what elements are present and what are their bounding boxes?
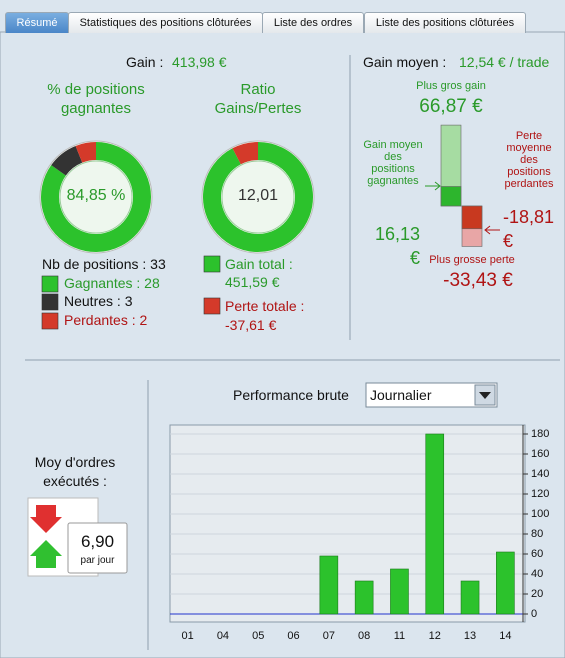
gain-label: Gain : xyxy=(126,54,164,70)
x-tick-label: 11 xyxy=(394,630,405,642)
tab[interactable]: Liste des positions clôturées xyxy=(364,12,526,33)
tab[interactable]: Résumé xyxy=(5,12,69,33)
y-tick-label: 40 xyxy=(531,568,543,580)
bar xyxy=(425,433,445,615)
y-tick-label: 80 xyxy=(531,528,543,540)
up-arrow-icon xyxy=(30,540,62,568)
y-tick-label: 20 xyxy=(531,588,543,600)
x-tick-label: 07 xyxy=(323,630,335,642)
legend-label: Gagnantes : 28 xyxy=(64,275,160,291)
dropdown-value[interactable]: Journalier xyxy=(370,387,432,403)
bar xyxy=(354,580,374,615)
legend-value: 28 xyxy=(144,275,160,291)
legend-name: Perdantes : xyxy=(64,312,136,328)
legend-value: -37,61 € xyxy=(225,317,277,333)
donut-slice xyxy=(232,142,259,165)
pointer-arrow xyxy=(425,181,441,191)
value-label: 66,87 € xyxy=(419,96,483,117)
donut-slice xyxy=(203,142,313,252)
legend-value: 451,59 € xyxy=(225,274,280,290)
donut-slice xyxy=(51,145,83,176)
pie-title: % de positions gagnantes xyxy=(47,81,145,117)
donut-center xyxy=(221,160,295,234)
legend-label: Perdantes : 2 xyxy=(64,312,147,328)
donut-slice xyxy=(75,142,97,163)
range-bar xyxy=(440,186,462,207)
x-tick-label: 14 xyxy=(499,630,511,642)
pie-center: 12,01 xyxy=(237,187,279,204)
bar xyxy=(319,555,339,615)
bar xyxy=(390,568,409,615)
orders-box xyxy=(67,522,128,574)
pie-center: 84,85 % xyxy=(66,187,126,204)
legend-value: 2 xyxy=(139,312,148,328)
avg-value: 12,54 € / trade xyxy=(459,54,550,70)
y-tick-label: 140 xyxy=(531,468,549,480)
orders-unit: par jour xyxy=(80,555,115,566)
orders-value: 6,90 xyxy=(80,532,115,551)
bar xyxy=(460,580,480,615)
x-tick-label: 12 xyxy=(429,630,441,642)
tab[interactable]: Statistiques des positions clôturées xyxy=(68,12,263,33)
bar-label: Plus grosse perte xyxy=(429,254,515,266)
y-tick-label: 0 xyxy=(531,608,537,620)
legend-swatch xyxy=(203,255,221,273)
value-label: -18,81 € xyxy=(503,207,555,251)
x-tick-label: 06 xyxy=(287,630,299,642)
y-tick-label: 60 xyxy=(531,548,543,560)
tab[interactable]: Liste des ordres xyxy=(262,12,364,33)
y-tick-label: 180 xyxy=(531,428,549,440)
dropdown-arrow xyxy=(479,392,491,399)
legend-name: Perte totale : xyxy=(225,298,305,314)
range-bar xyxy=(461,205,483,230)
legend-label: Neutres : 3 xyxy=(64,293,133,309)
x-tick-label: 04 xyxy=(217,630,229,642)
legend-swatch xyxy=(41,312,59,330)
bar-label: Perte moyenne des positions perdantes xyxy=(504,130,554,190)
legend-value: 3 xyxy=(124,293,133,309)
legend-swatch xyxy=(41,275,59,293)
x-tick-label: 08 xyxy=(358,630,370,642)
value-label: -33,43 € xyxy=(443,270,513,291)
legend-name: Gain total : xyxy=(225,256,293,272)
y-tick-label: 160 xyxy=(531,448,549,460)
donut-center xyxy=(59,160,133,234)
gain-value: 413,98 € xyxy=(172,54,227,70)
legend-name: Neutres : xyxy=(64,293,121,309)
bar xyxy=(496,551,515,615)
chart-title: Performance brute xyxy=(233,387,349,403)
legend-swatch xyxy=(203,297,221,315)
y-tick-label: 120 xyxy=(531,488,549,500)
legend-name: Gagnantes : xyxy=(64,275,141,291)
bar-label: Gain moyen des positions gagnantes xyxy=(363,139,423,187)
bar-label: Plus gros gain xyxy=(416,80,486,92)
value-label: 16,13 € xyxy=(374,224,420,268)
x-tick-label: 05 xyxy=(252,630,264,642)
y-tick-label: 100 xyxy=(531,508,549,520)
donut-slice xyxy=(41,142,151,252)
legend-swatch xyxy=(41,293,59,311)
down-arrow-icon xyxy=(30,505,62,533)
avg-title: Gain moyen : xyxy=(363,54,447,70)
orders-title: Moy d'ordres exécutés : xyxy=(34,454,116,489)
pie-title: Ratio Gains/Pertes xyxy=(214,81,302,117)
count-header: Nb de positions : 33 xyxy=(42,256,166,272)
x-tick-label: 01 xyxy=(182,630,194,642)
pointer-arrow xyxy=(484,225,500,235)
x-tick-label: 13 xyxy=(464,630,476,642)
